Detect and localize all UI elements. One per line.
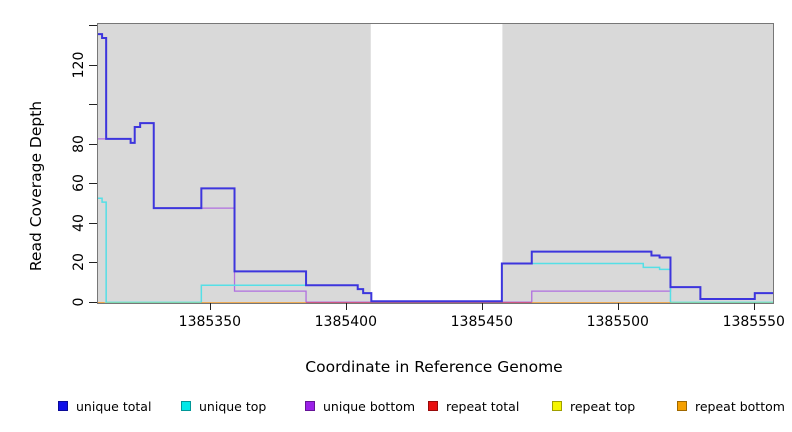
x-tick-label: 1385450 xyxy=(450,314,513,330)
legend-swatch-icon xyxy=(305,401,315,411)
legend-label: unique total xyxy=(76,398,152,414)
legend-item-repeat-total: repeat total xyxy=(428,398,519,414)
x-tick-label: 1385350 xyxy=(178,314,242,330)
x-tick-mark xyxy=(345,303,347,310)
y-axis-title: Read Coverage Depth xyxy=(27,100,45,272)
legend-item-repeat-bottom: repeat bottom xyxy=(677,398,785,414)
legend-item-unique-bottom: unique bottom xyxy=(305,398,415,414)
y-tick-mark xyxy=(89,104,97,106)
x-axis-title: Coordinate in Reference Genome xyxy=(305,358,563,376)
y-tick-mark xyxy=(89,143,97,145)
x-tick-mark xyxy=(753,303,755,310)
legend-swatch-icon xyxy=(552,401,562,411)
x-tick-label: 1385400 xyxy=(314,314,378,330)
y-tick-label: 120 xyxy=(71,51,87,79)
legend-swatch-icon xyxy=(181,401,191,411)
legend-item-unique-total: unique total xyxy=(58,398,151,414)
legend-swatch-icon xyxy=(428,401,438,411)
y-tick-label: 40 xyxy=(71,213,87,232)
legend-label: repeat top xyxy=(570,398,636,414)
legend-label: repeat total xyxy=(446,398,520,414)
x-tick-mark xyxy=(481,303,483,310)
plot-area: Read Coverage Depth xyxy=(27,23,774,304)
y-tick-label: 20 xyxy=(71,253,87,272)
y-tick-mark xyxy=(89,25,97,27)
x-tick-mark xyxy=(617,303,619,310)
y-tick-label: 80 xyxy=(71,134,87,153)
legend-swatch-icon xyxy=(677,401,687,411)
y-tick-mark xyxy=(89,262,97,264)
legend-label: unique bottom xyxy=(323,398,416,414)
plot-canvas xyxy=(98,24,773,303)
x-tick-label: 1385550 xyxy=(722,314,785,330)
legend-label: unique top xyxy=(199,398,267,414)
legend-swatch-icon xyxy=(58,401,68,411)
y-tick-mark xyxy=(89,64,97,66)
y-tick-label: 0 xyxy=(71,297,87,307)
legend-item-unique-top: unique top xyxy=(181,398,266,414)
y-tick-mark xyxy=(89,222,97,224)
y-tick-mark xyxy=(89,183,97,185)
legend-item-repeat-top: repeat top xyxy=(552,398,635,414)
y-tick-mark xyxy=(89,302,97,303)
legend: unique total unique top unique bottom repea… xyxy=(0,398,792,418)
x-tick-mark xyxy=(209,303,211,310)
y-tick-label: 60 xyxy=(71,174,87,193)
x-tick-label: 1385500 xyxy=(586,314,649,330)
series-unique-total xyxy=(98,33,773,303)
legend-label: repeat bottom xyxy=(695,398,785,414)
right-gray-region xyxy=(502,24,773,303)
